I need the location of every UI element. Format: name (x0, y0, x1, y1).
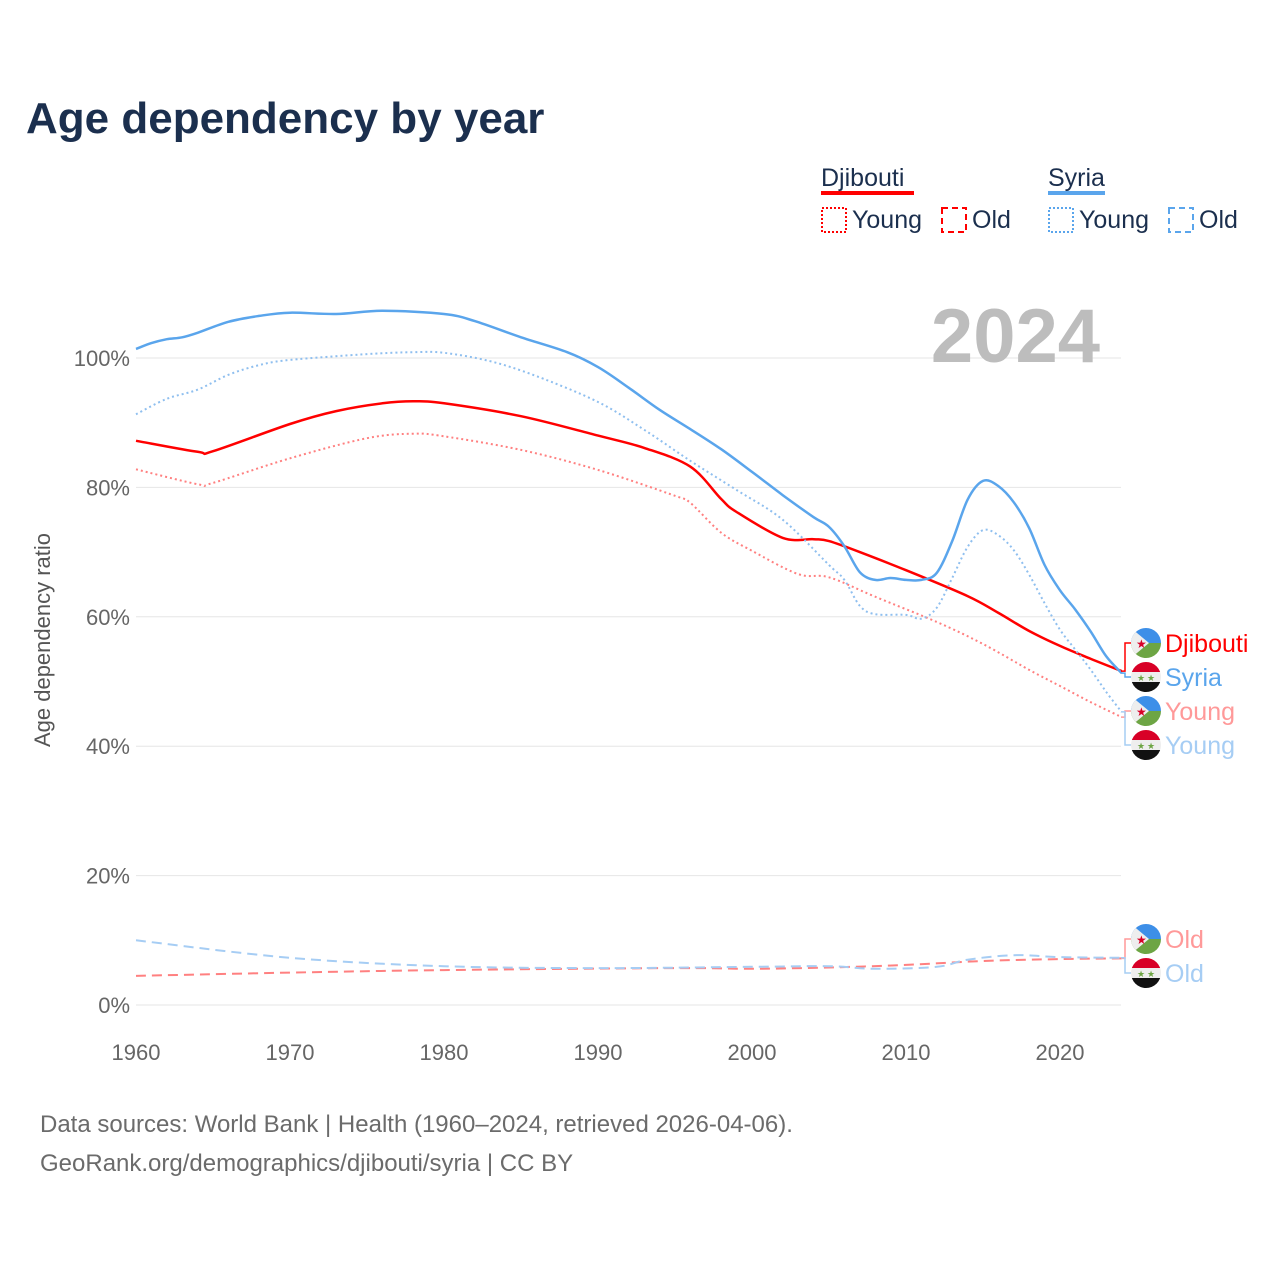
y-tick-label: 100% (74, 346, 130, 371)
series-lines (135, 309, 1123, 977)
series-line-syria[interactable] (135, 309, 1123, 674)
legend-country-syria: Syria (1048, 164, 1105, 192)
y-axis-label: Age dependency ratio (30, 533, 55, 747)
year-label: 2024 (931, 294, 1100, 379)
legend-group-syria[interactable]: Syria Young Old (1048, 164, 1238, 234)
legend-young-djibouti: Young (852, 206, 922, 234)
chart-title: Age dependency by year (26, 94, 544, 143)
connector (1121, 642, 1131, 672)
x-tick-label: 2000 (728, 1040, 777, 1065)
footer-sources: Data sources: World Bank | Health (1960–… (40, 1111, 793, 1138)
djibouti-flag-icon (1131, 696, 1161, 726)
series-line-djibouti[interactable] (135, 400, 1123, 673)
legend-dotted-swatch (821, 207, 847, 233)
syria-flag-icon (1131, 958, 1161, 988)
legend-dashed-swatch (1168, 207, 1194, 233)
footer-link[interactable]: GeoRank.org/demographics/djibouti/syria … (40, 1150, 573, 1177)
y-tick-label: 0% (98, 993, 130, 1018)
legend-swatch-djibouti (821, 191, 914, 195)
legend-country-djibouti: Djibouti (821, 164, 904, 192)
x-tick-label: 1960 (112, 1040, 161, 1065)
series-line-syria-young[interactable] (135, 350, 1123, 713)
y-tick-label: 60% (86, 605, 130, 630)
end-label-djibouti: Djibouti (1121, 628, 1248, 672)
series-line-djibouti-old[interactable] (135, 957, 1122, 977)
connector (1121, 711, 1131, 746)
connector (1121, 957, 1131, 974)
connector (1121, 672, 1131, 678)
x-tick-label: 1970 (266, 1040, 315, 1065)
end-label-text: Young (1165, 732, 1235, 760)
legend-dashed-swatch (941, 207, 967, 233)
djibouti-flag-icon (1131, 924, 1161, 954)
legend-old-syria: Old (1199, 206, 1238, 234)
syria-flag-icon (1131, 730, 1161, 760)
end-label-text: Syria (1165, 664, 1222, 692)
y-tick-label: 20% (86, 864, 130, 889)
y-axis-ticks: 0% 20% 40% 60% 80% 100% (74, 346, 130, 1018)
end-label-djibouti-old: Old (1121, 924, 1204, 960)
x-tick-label: 2010 (882, 1040, 931, 1065)
connector (1121, 938, 1131, 960)
end-label-text: Djibouti (1165, 630, 1248, 658)
legend-young-syria: Young (1079, 206, 1149, 234)
x-tick-label: 2020 (1036, 1040, 1085, 1065)
legend-dotted-swatch (1048, 207, 1074, 233)
series-line-djibouti-young[interactable] (135, 432, 1123, 718)
end-label-syria-old: Old (1121, 957, 1204, 988)
x-tick-label: 1980 (420, 1040, 469, 1065)
end-label-text: Young (1165, 698, 1235, 726)
legend-old-djibouti: Old (972, 206, 1011, 234)
legend-group-djibouti[interactable]: Djibouti Young Old (821, 164, 1011, 234)
y-tick-label: 40% (86, 734, 130, 759)
end-label-text: Old (1165, 926, 1204, 954)
syria-flag-icon (1131, 662, 1161, 692)
series-line-syria-old[interactable] (135, 939, 1122, 970)
legend-swatch-syria (1048, 191, 1105, 195)
end-label-djibouti-young: Young (1121, 696, 1235, 726)
y-tick-label: 80% (86, 475, 130, 500)
x-tick-label: 1990 (574, 1040, 623, 1065)
legend: Djibouti Young Old Syria Young Old (821, 164, 1238, 234)
end-labels: Djibouti Syria Young Young Old Old (1121, 628, 1248, 988)
gridlines (136, 357, 1121, 1006)
end-label-syria: Syria (1121, 662, 1222, 692)
end-label-syria-young: Young (1121, 711, 1235, 760)
djibouti-flag-icon (1131, 628, 1161, 658)
x-axis-ticks: 1960 1970 1980 1990 2000 2010 2020 (112, 1040, 1085, 1065)
end-label-text: Old (1165, 960, 1204, 988)
